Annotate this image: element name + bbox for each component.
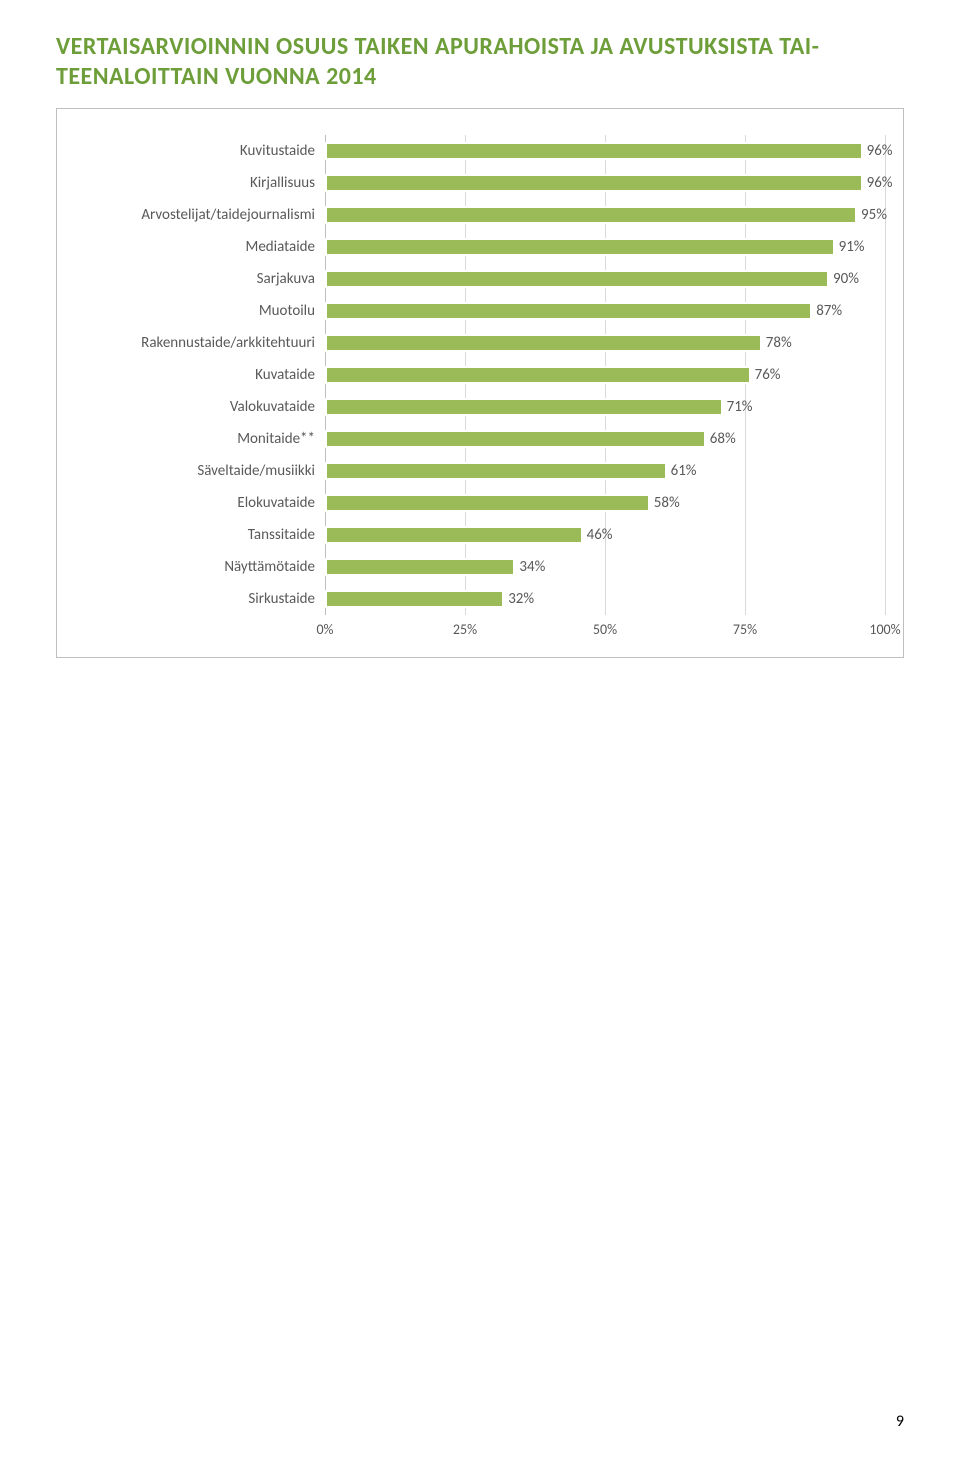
- chart-title-line1: VERTAISARVIOINNIN OSUUS TAIKEN APURAHOIS…: [56, 32, 819, 61]
- category-label: Arvostelijat/taidejournalismi: [75, 206, 325, 224]
- bar: 61%: [325, 462, 667, 480]
- bar: 32%: [325, 590, 504, 608]
- bar: 96%: [325, 174, 863, 192]
- bar-value-label: 96%: [867, 142, 893, 160]
- bar: 96%: [325, 142, 863, 160]
- x-axis: 0%25%50%75%100%: [75, 619, 885, 643]
- bar-track: 68%: [325, 423, 885, 455]
- category-label: Rakennustaide/arkkitehtuuri: [75, 334, 325, 352]
- category-label: Kuvitustaide: [75, 142, 325, 160]
- bar-track: 96%: [325, 135, 885, 167]
- bar-track: 91%: [325, 231, 885, 263]
- bar: 76%: [325, 366, 751, 384]
- bar-row: Näyttämötaide34%: [75, 551, 885, 583]
- bar: 58%: [325, 494, 650, 512]
- bar-value-label: 71%: [727, 398, 753, 416]
- bar-row: Elokuvataide58%: [75, 487, 885, 519]
- bar-value-label: 34%: [519, 558, 545, 576]
- category-label: Sarjakuva: [75, 270, 325, 288]
- bar-track: 87%: [325, 295, 885, 327]
- bar-track: 78%: [325, 327, 885, 359]
- category-label: Kirjallisuus: [75, 174, 325, 192]
- bar-row: Arvostelijat/taidejournalismi95%: [75, 199, 885, 231]
- bar-track: 34%: [325, 551, 885, 583]
- bar-track: 90%: [325, 263, 885, 295]
- bar-row: Mediataide91%: [75, 231, 885, 263]
- bar-row: Sirkustaide32%: [75, 583, 885, 615]
- bar-row: Valokuvataide71%: [75, 391, 885, 423]
- category-label: Muotoilu: [75, 302, 325, 320]
- bar: 90%: [325, 270, 829, 288]
- bar: 91%: [325, 238, 835, 256]
- bar-value-label: 61%: [671, 462, 697, 480]
- category-label: Näyttämötaide: [75, 558, 325, 576]
- bar: 87%: [325, 302, 812, 320]
- category-label: Monitaide**: [75, 430, 325, 448]
- bar-value-label: 90%: [833, 270, 859, 288]
- bar-track: 96%: [325, 167, 885, 199]
- bar-value-label: 87%: [816, 302, 842, 320]
- bar-value-label: 46%: [587, 526, 613, 544]
- category-label: Kuvataide: [75, 366, 325, 384]
- bar-row: Kirjallisuus96%: [75, 167, 885, 199]
- x-tick-label: 75%: [733, 621, 757, 638]
- bar: 78%: [325, 334, 762, 352]
- bar-value-label: 32%: [508, 590, 534, 608]
- category-label: Säveltaide/musiikki: [75, 462, 325, 480]
- category-label: Mediataide: [75, 238, 325, 256]
- chart-title: VERTAISARVIOINNIN OSUUS TAIKEN APURAHOIS…: [56, 32, 904, 92]
- bar-track: 58%: [325, 487, 885, 519]
- bar-row: Muotoilu87%: [75, 295, 885, 327]
- bar-value-label: 96%: [867, 174, 893, 192]
- category-label: Tanssitaide: [75, 526, 325, 544]
- bar-track: 46%: [325, 519, 885, 551]
- bar-track: 61%: [325, 455, 885, 487]
- bar-row: Monitaide**68%: [75, 423, 885, 455]
- bar-track: 76%: [325, 359, 885, 391]
- x-tick-label: 100%: [869, 621, 900, 638]
- bar-value-label: 95%: [861, 206, 887, 224]
- bar: 34%: [325, 558, 515, 576]
- bar: 46%: [325, 526, 583, 544]
- bar-row: Rakennustaide/arkkitehtuuri78%: [75, 327, 885, 359]
- bar-value-label: 76%: [755, 366, 781, 384]
- bar-row: Kuvataide76%: [75, 359, 885, 391]
- bar-rows: Kuvitustaide96%Kirjallisuus96%Arvostelij…: [75, 135, 885, 615]
- bar: 95%: [325, 206, 857, 224]
- category-label: Valokuvataide: [75, 398, 325, 416]
- chart-container: Kuvitustaide96%Kirjallisuus96%Arvostelij…: [56, 108, 904, 658]
- bar-row: Säveltaide/musiikki61%: [75, 455, 885, 487]
- bar-chart: Kuvitustaide96%Kirjallisuus96%Arvostelij…: [75, 135, 885, 643]
- chart-title-line2: TEENALOITTAIN VUONNA 2014: [56, 62, 377, 91]
- bar-track: 32%: [325, 583, 885, 615]
- x-tick-label: 25%: [453, 621, 477, 638]
- bar-row: Tanssitaide46%: [75, 519, 885, 551]
- bar-value-label: 58%: [654, 494, 680, 512]
- x-axis-ticks: 0%25%50%75%100%: [325, 619, 885, 643]
- bar: 68%: [325, 430, 706, 448]
- bar-track: 95%: [325, 199, 885, 231]
- bar-value-label: 78%: [766, 334, 792, 352]
- bar-track: 71%: [325, 391, 885, 423]
- bar-value-label: 91%: [839, 238, 865, 256]
- category-label: Sirkustaide: [75, 590, 325, 608]
- bar-value-label: 68%: [710, 430, 736, 448]
- x-tick-label: 0%: [316, 621, 333, 638]
- x-tick-label: 50%: [593, 621, 617, 638]
- page-number: 9: [896, 1412, 904, 1431]
- bar-row: Sarjakuva90%: [75, 263, 885, 295]
- axis-spacer: [75, 619, 325, 643]
- bar: 71%: [325, 398, 723, 416]
- bar-row: Kuvitustaide96%: [75, 135, 885, 167]
- category-label: Elokuvataide: [75, 494, 325, 512]
